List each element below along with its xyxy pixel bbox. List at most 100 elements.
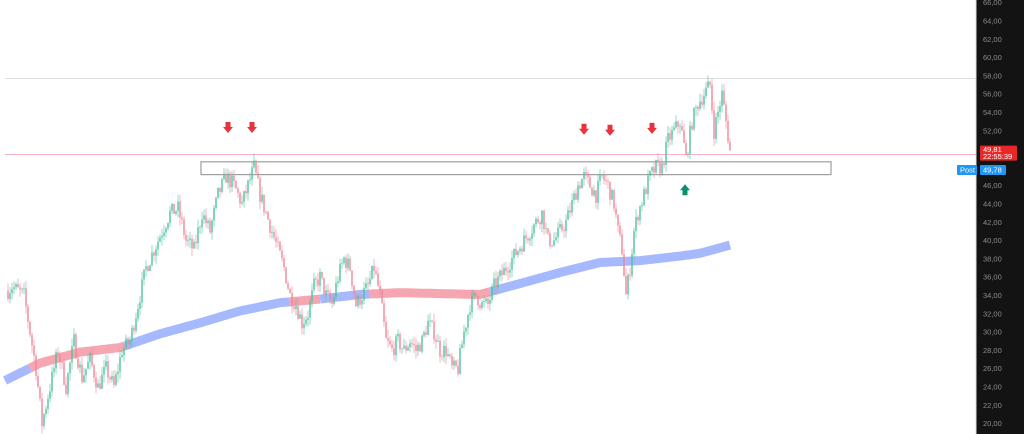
candle-body xyxy=(545,228,547,230)
candle-body xyxy=(633,231,635,254)
price-axis-label: 62,00 xyxy=(983,35,1002,44)
candle-body xyxy=(359,295,361,305)
candle-body xyxy=(73,334,75,347)
candle-body xyxy=(243,191,245,202)
candle-body xyxy=(363,288,365,301)
candle-body xyxy=(387,338,389,341)
price-axis-label: 22,00 xyxy=(983,401,1002,410)
candle-body xyxy=(311,290,313,302)
candle-body xyxy=(495,278,497,288)
candle-body xyxy=(97,383,99,388)
candle-body xyxy=(437,340,439,342)
arrow-up-icon-6 xyxy=(680,184,690,196)
candle-body xyxy=(269,219,271,233)
candle-body xyxy=(415,345,417,351)
candle-body xyxy=(23,288,25,290)
candle-body xyxy=(95,377,97,388)
candle-body xyxy=(581,179,583,189)
candle-body xyxy=(619,225,621,235)
candle-body xyxy=(183,219,185,235)
candle-body xyxy=(569,210,571,213)
candle-body xyxy=(411,343,413,345)
candle-body xyxy=(687,153,689,155)
candle-body xyxy=(577,185,579,200)
candle-body xyxy=(595,190,597,203)
candle-body xyxy=(51,371,53,392)
candle-body xyxy=(477,296,479,306)
candle-body xyxy=(449,354,451,357)
candle-body xyxy=(229,173,231,188)
candle-body xyxy=(713,110,715,139)
candle-body xyxy=(79,364,81,368)
price-axis-label: 28,00 xyxy=(983,346,1002,355)
price-axis-label: 38,00 xyxy=(983,254,1002,263)
candle-body xyxy=(105,361,107,367)
candle-body xyxy=(159,237,161,242)
candle-body xyxy=(493,278,495,287)
candle-body xyxy=(83,375,85,383)
candle-body xyxy=(445,345,447,356)
candle-body xyxy=(673,127,675,131)
candle-body xyxy=(223,173,225,180)
candle-body xyxy=(349,258,351,271)
post-market-price: 49,78 xyxy=(983,166,1002,175)
candle-body xyxy=(353,285,355,295)
candle-body xyxy=(365,283,367,289)
candle-body xyxy=(193,241,195,249)
candle-body xyxy=(145,266,147,270)
candle-body xyxy=(263,194,265,212)
candle-body xyxy=(253,160,255,168)
candle-body xyxy=(343,257,345,264)
candle-body xyxy=(187,240,189,241)
candle-body xyxy=(611,189,613,200)
candle-body xyxy=(531,233,533,239)
candle-body xyxy=(261,194,263,202)
candle-body xyxy=(625,276,627,295)
candle-body xyxy=(551,245,553,247)
candle-body xyxy=(571,200,573,213)
candle-body xyxy=(501,270,503,275)
candle-body xyxy=(143,269,145,280)
candle-body xyxy=(593,190,595,196)
arrow-down-icon-4 xyxy=(605,124,615,136)
candle-body xyxy=(413,344,415,346)
candle-body xyxy=(57,352,59,355)
candle-body xyxy=(59,354,61,363)
candle-body xyxy=(27,306,29,322)
candle-body xyxy=(421,335,423,352)
candle-body xyxy=(587,173,589,177)
candle-body xyxy=(309,301,311,318)
candle-body xyxy=(321,271,323,278)
candle-body xyxy=(177,201,179,212)
candle-body xyxy=(81,364,83,382)
moving-average-ribbon-5 xyxy=(319,289,371,304)
candle-body xyxy=(45,408,47,415)
candle-body xyxy=(117,371,119,374)
candle-body xyxy=(373,265,375,272)
candle-body xyxy=(609,181,611,200)
candle-body xyxy=(455,360,457,366)
resistance-zone-box[interactable] xyxy=(200,161,832,176)
candle-body xyxy=(197,227,199,244)
candle-body xyxy=(507,271,509,273)
candle-body xyxy=(463,331,465,345)
candle-body xyxy=(527,238,529,241)
candle-body xyxy=(693,107,695,130)
candle-body xyxy=(203,215,205,220)
candle-body xyxy=(409,343,411,348)
candle-body xyxy=(439,340,441,357)
candle-body xyxy=(699,101,701,109)
price-axis-label: 32,00 xyxy=(983,309,1002,318)
candle-body xyxy=(667,133,669,142)
candle-body xyxy=(37,375,39,387)
candle-body xyxy=(207,220,209,224)
candle-body xyxy=(331,300,333,304)
price-axis-label: 66,00 xyxy=(983,0,1002,7)
candle-body xyxy=(13,287,15,290)
candle-body xyxy=(43,414,45,427)
candle-body xyxy=(111,376,113,380)
candle-body xyxy=(703,96,705,105)
candle-body xyxy=(631,253,633,276)
